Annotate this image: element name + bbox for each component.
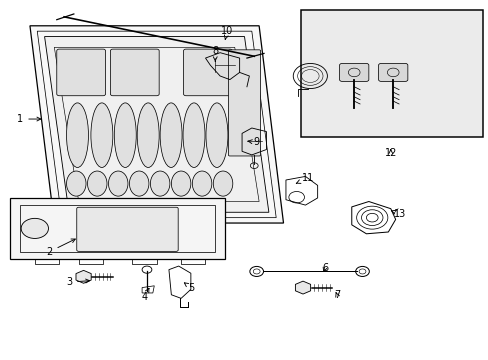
Ellipse shape bbox=[66, 171, 86, 196]
Ellipse shape bbox=[66, 103, 88, 167]
FancyBboxPatch shape bbox=[228, 50, 260, 156]
Polygon shape bbox=[44, 37, 268, 212]
Text: 1: 1 bbox=[17, 114, 41, 124]
Ellipse shape bbox=[183, 103, 204, 167]
Ellipse shape bbox=[108, 171, 128, 196]
Text: 12: 12 bbox=[384, 148, 396, 158]
Text: 13: 13 bbox=[390, 209, 406, 219]
Text: 5: 5 bbox=[184, 283, 194, 293]
Bar bbox=[300, 10, 483, 137]
FancyBboxPatch shape bbox=[110, 49, 159, 96]
Ellipse shape bbox=[213, 171, 232, 196]
Text: 6: 6 bbox=[321, 263, 327, 273]
Text: 11: 11 bbox=[296, 173, 313, 183]
Text: 9: 9 bbox=[247, 138, 259, 147]
Text: 2: 2 bbox=[46, 239, 75, 257]
Ellipse shape bbox=[205, 103, 227, 167]
Ellipse shape bbox=[129, 171, 149, 196]
Polygon shape bbox=[30, 26, 283, 223]
Text: 4: 4 bbox=[141, 288, 149, 302]
Text: 8: 8 bbox=[212, 46, 218, 62]
Circle shape bbox=[21, 219, 48, 238]
Ellipse shape bbox=[150, 171, 169, 196]
Text: 7: 7 bbox=[333, 291, 340, 301]
Text: 10: 10 bbox=[221, 26, 233, 39]
Ellipse shape bbox=[171, 171, 190, 196]
Text: 3: 3 bbox=[66, 277, 89, 287]
FancyBboxPatch shape bbox=[378, 63, 407, 81]
Ellipse shape bbox=[114, 103, 136, 167]
FancyBboxPatch shape bbox=[57, 49, 105, 96]
Polygon shape bbox=[10, 198, 224, 259]
FancyBboxPatch shape bbox=[77, 207, 178, 251]
FancyBboxPatch shape bbox=[339, 63, 368, 81]
Ellipse shape bbox=[91, 103, 113, 167]
FancyBboxPatch shape bbox=[183, 49, 232, 96]
Ellipse shape bbox=[160, 103, 182, 167]
Ellipse shape bbox=[87, 171, 107, 196]
Ellipse shape bbox=[137, 103, 159, 167]
Ellipse shape bbox=[192, 171, 211, 196]
